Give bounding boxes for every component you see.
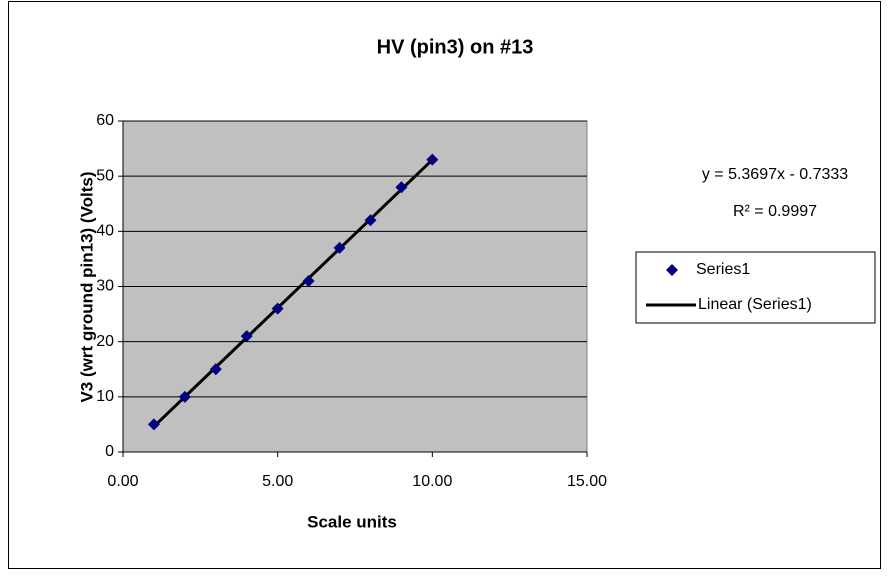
- y-tick-label: 50: [96, 167, 114, 184]
- x-tick-label: 0.00: [107, 473, 138, 490]
- trend-r-squared: R² = 0.9997: [733, 203, 817, 220]
- chart-title: HV (pin3) on #13: [377, 36, 534, 58]
- point: [395, 181, 408, 194]
- x-axis-title: Scale units: [307, 512, 397, 531]
- x-tick-label: 10.00: [412, 473, 452, 490]
- y-tick-label: 40: [96, 223, 114, 240]
- point: [147, 418, 160, 431]
- legend-label: Linear (Series1): [698, 296, 812, 313]
- trend-equation: y = 5.3697x - 0.7333: [702, 166, 848, 183]
- point: [240, 330, 253, 343]
- point: [271, 302, 284, 315]
- legend-marker: [666, 264, 678, 276]
- point: [178, 390, 191, 403]
- point: [364, 214, 377, 227]
- y-tick-label: 60: [96, 112, 114, 129]
- point: [302, 274, 315, 287]
- x-tick-label: 5.00: [262, 473, 293, 490]
- point: [333, 241, 346, 254]
- y-tick-label: 30: [96, 278, 114, 295]
- point: [209, 363, 222, 376]
- y-tick-label: 10: [96, 388, 114, 405]
- legend-label: Series1: [696, 261, 750, 278]
- x-tick-label: 15.00: [567, 473, 607, 490]
- trend-line: [152, 158, 434, 428]
- y-tick-label: 20: [96, 333, 114, 350]
- y-axis-title: V3 (wrt ground pin13) (Volts): [77, 171, 96, 402]
- legend-box: [635, 251, 876, 324]
- y-tick-label: 0: [105, 443, 114, 460]
- point: [426, 153, 439, 166]
